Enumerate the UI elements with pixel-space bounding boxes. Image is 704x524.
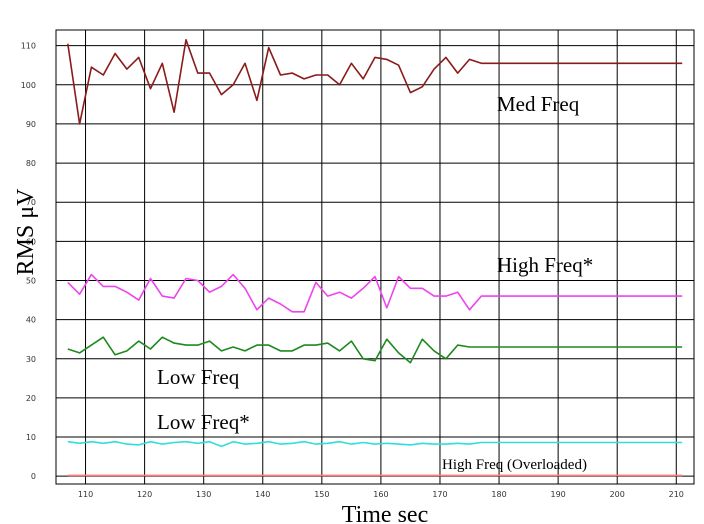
series-label-med-freq: Med Freq	[497, 92, 580, 116]
y-tick-label: 110	[21, 42, 36, 51]
series-label-low-freq: Low Freq	[157, 365, 240, 389]
series-label-high-freq-overloaded: High Freq (Overloaded)	[442, 457, 587, 473]
y-tick-label: 50	[26, 276, 36, 285]
series-label-high-freq-star: High Freq*	[497, 253, 593, 277]
x-tick-labels: 110 120 130 140 150 160 170 180 190 200 210	[78, 490, 684, 499]
y-tick-label: 10	[26, 433, 36, 442]
x-tick-label: 190	[550, 490, 565, 499]
x-tick-label: 110	[78, 490, 93, 499]
x-tick-label: 160	[373, 490, 388, 499]
grid	[56, 30, 694, 484]
y-tick-label: 30	[26, 355, 36, 364]
y-tick-label: 20	[26, 394, 36, 403]
y-tick-label: 0	[31, 472, 36, 481]
series-lines	[67, 38, 683, 477]
y-tick-label: 60	[26, 237, 36, 246]
x-tick-label: 210	[669, 490, 684, 499]
series-label-low-freq-star: Low Freq*	[157, 410, 250, 434]
series-line-1	[67, 273, 683, 313]
series-line-0	[67, 38, 683, 125]
x-tick-label: 200	[610, 490, 625, 499]
x-tick-label: 170	[432, 490, 447, 499]
y-tick-label: 40	[26, 316, 36, 325]
y-tick-label: 90	[26, 120, 36, 129]
x-tick-label: 150	[314, 490, 329, 499]
series-line-2	[67, 336, 683, 364]
x-tick-label: 180	[491, 490, 506, 499]
y-tick-label: 100	[21, 81, 36, 90]
y-axis-title: RMS μV	[13, 188, 39, 276]
x-tick-label: 140	[255, 490, 270, 499]
series-line-3	[67, 440, 683, 448]
x-axis-title: Time sec	[342, 502, 428, 524]
y-tick-label: 70	[26, 198, 36, 207]
x-tick-label: 130	[196, 490, 211, 499]
plot-frame	[55, 29, 695, 485]
y-tick-labels: 0 10 20 30 40 50 60 70 80 90 100 110	[21, 42, 36, 482]
y-tick-label: 80	[26, 159, 36, 168]
x-tick-label: 120	[137, 490, 152, 499]
